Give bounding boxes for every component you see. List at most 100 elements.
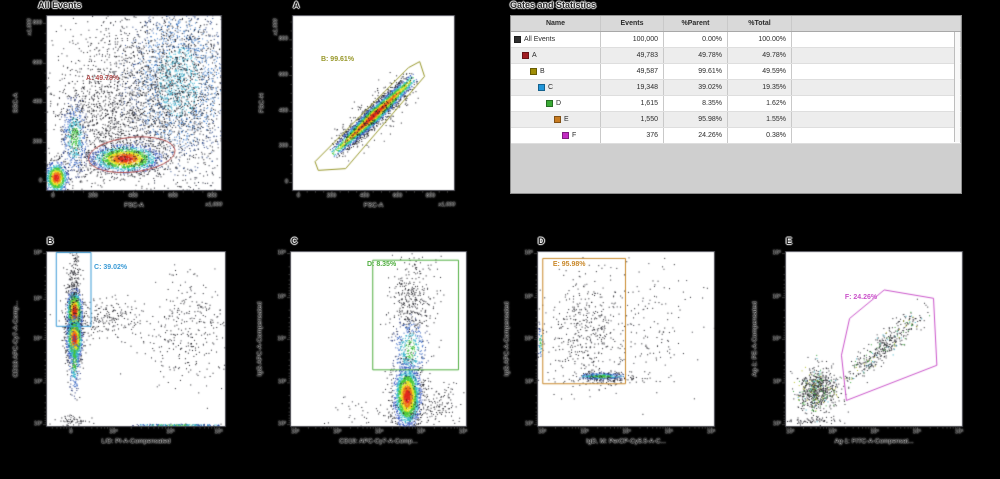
table-row[interactable]: F 376 24.26% 0.38% (511, 128, 961, 144)
x-tick-label: 0 (296, 193, 300, 199)
total-pct-cell: 0.38% (728, 128, 792, 143)
plot-title: All Events (38, 0, 82, 10)
spacer-cell (792, 32, 961, 47)
y-tick-label: 10⁵ (772, 294, 781, 301)
gate-a-label[interactable]: A: 49.78% (86, 75, 120, 83)
parent-pct-cell: 8.35% (664, 96, 728, 111)
x-tick-label: 10³ (828, 429, 837, 435)
y-axis-label: CD19 APC-Cy7-A-Comp... (12, 300, 20, 378)
gate-c-label[interactable]: C: 39.02% (94, 264, 128, 272)
y-tick-label: 10² (525, 421, 533, 428)
y-tick-label: 600 (278, 72, 288, 79)
gate-b-label[interactable]: B: 99.61% (320, 56, 355, 64)
x-tick-label: 600 (168, 193, 178, 199)
x-tick-label: 10⁴ (622, 429, 631, 435)
x-tick-label: 10⁴ (375, 429, 384, 435)
table-row[interactable]: D 1,615 8.35% 1.62% (511, 96, 961, 112)
x-tick-label: 800 (425, 193, 436, 199)
spacer-cell (792, 96, 961, 111)
events-cell: 1,615 (601, 96, 664, 111)
x-axis-unit: x1,000 (205, 202, 222, 208)
stats-panel-title: Gates and Statistics (510, 0, 597, 10)
table-row[interactable]: C 19,348 39.02% 19.35% (511, 80, 961, 96)
plot-all-events: All Events A: 49.78% FSC-A x1,000 SSC-A … (13, 0, 230, 232)
scatter-canvas-all-events[interactable] (40, 15, 224, 197)
x-tick-label: 200 (88, 193, 98, 199)
scatter-canvas-gate-e[interactable] (779, 251, 965, 433)
gate-name-cell: E (511, 112, 601, 127)
y-tick-label: 10⁵ (33, 295, 42, 302)
x-tick-label: 600 (392, 193, 403, 199)
scatter-canvas-gate-d[interactable] (531, 251, 717, 433)
y-axis-label: SSC-A (12, 93, 20, 113)
column-header[interactable] (792, 16, 961, 31)
scatter-canvas-gate-b[interactable] (40, 251, 228, 433)
y-tick-label: 10⁶ (772, 250, 781, 257)
plot-title: A (293, 0, 300, 10)
plot-title: D (538, 236, 545, 246)
spacer-cell (792, 48, 961, 63)
y-axis-label: IgG APC-A-Compensated (503, 301, 511, 377)
scatter-canvas-gate-a[interactable] (286, 15, 457, 197)
y-tick-label: 10⁶ (277, 250, 286, 257)
gate-f-label[interactable]: F: 24.26% (844, 293, 878, 301)
parent-pct-cell: 0.00% (664, 32, 728, 47)
x-tick-label: 10³ (580, 429, 589, 435)
table-row[interactable]: A 49,783 49.78% 49.78% (511, 48, 961, 64)
gate-name-cell: D (511, 96, 601, 111)
y-tick-label: 10⁴ (524, 335, 533, 342)
gate-d-label[interactable]: D: 8.35% (367, 260, 397, 268)
x-tick-label: 0 (51, 193, 55, 199)
column-header[interactable]: Events (601, 16, 664, 31)
table-scrollbar[interactable] (954, 32, 960, 142)
y-tick-label: 10⁵ (524, 294, 533, 301)
total-pct-cell: 49.59% (728, 64, 792, 79)
gate-name-cell: A (511, 48, 601, 63)
x-tick-label: 10⁵ (912, 429, 922, 435)
x-tick-label: 10⁶ (707, 429, 716, 435)
table-row[interactable]: All Events 100,000 0.00% 100.00% (511, 32, 961, 48)
x-tick-label: 400 (128, 193, 138, 199)
gate-name-cell: C (511, 80, 601, 95)
y-tick-label: 10³ (278, 379, 286, 386)
total-pct-cell: 1.62% (728, 96, 792, 111)
y-tick-label: 0 (284, 179, 288, 186)
y-tick-label: 200 (32, 139, 42, 146)
x-tick-label: 800 (207, 193, 217, 199)
gate-e-label[interactable]: E: 95.98% (552, 260, 586, 268)
y-axis-label: Ag-1: PE-A-Compensated (751, 301, 759, 377)
y-tick-label: 0 (38, 178, 42, 185)
y-tick-label: 10³ (525, 379, 533, 386)
spacer-cell (792, 112, 961, 127)
x-tick-label: 10² (786, 429, 795, 435)
y-tick-label: 800 (32, 19, 42, 26)
gate-name-cell: F (511, 128, 601, 143)
events-cell: 49,783 (601, 48, 664, 63)
scatter-canvas-gate-c[interactable] (284, 251, 469, 433)
x-axis-label: FSC-A (363, 202, 384, 209)
y-tick-label: 400 (32, 99, 42, 105)
x-tick-label: 10⁵ (417, 429, 426, 435)
plot-title: E (786, 236, 793, 246)
gate-color-swatch (530, 68, 537, 75)
events-cell: 49,587 (601, 64, 664, 79)
stats-table-body: All Events 100,000 0.00% 100.00% A 49,783 49.7… (511, 32, 961, 144)
y-axis-label: FSC-H (258, 93, 266, 113)
y-axis-label: IgG APC-A-Compensated (256, 301, 264, 377)
x-tick-label: 10⁶ (459, 429, 468, 435)
events-cell: 376 (601, 128, 664, 143)
stats-table: Name Events %Parent %Total All Events 100,00… (510, 15, 962, 194)
y-tick-label: 10² (278, 421, 286, 428)
table-row[interactable]: B 49,587 99.61% 49.59% (511, 64, 961, 80)
y-tick-label: 400 (278, 107, 288, 114)
y-tick-label: 10² (34, 421, 42, 428)
table-row[interactable]: E 1,550 95.98% 1.55% (511, 112, 961, 128)
x-axis-label: L/D: PI-A-Compensated (101, 438, 171, 445)
plot-gate-c: C D: 8.35% CD19: APC-Cy7-A-Comp... IgG A… (257, 236, 475, 479)
x-tick-label: 10⁵ (664, 429, 674, 435)
column-header[interactable]: %Total (728, 16, 792, 31)
plot-gate-a: A B: 99.61% FSC-A x1,000 FSC-H x1,000 0 2… (259, 0, 463, 232)
column-header[interactable]: %Parent (664, 16, 728, 31)
column-header[interactable]: Name (511, 16, 601, 31)
gate-color-swatch (522, 52, 529, 59)
